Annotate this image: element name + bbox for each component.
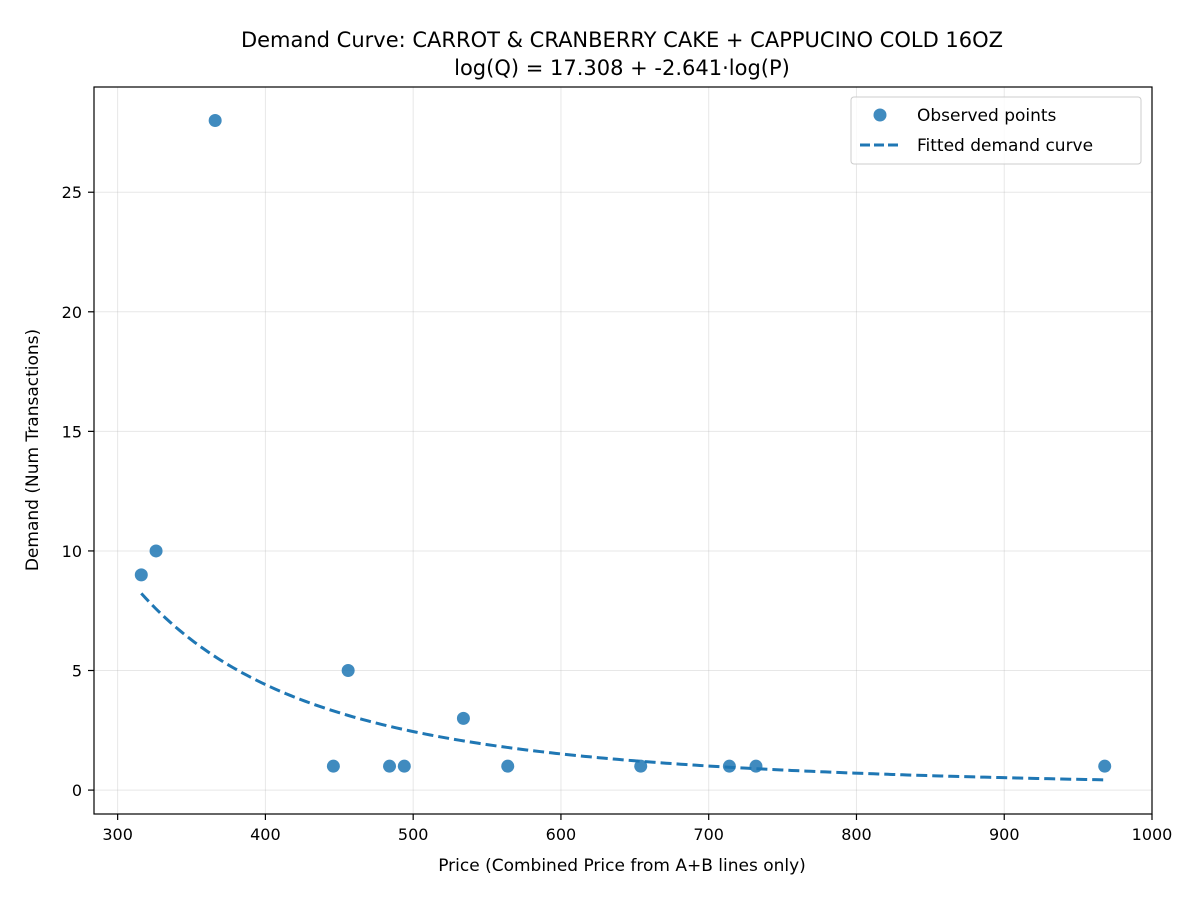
x-tick-label: 400 [250, 825, 281, 844]
legend-label-fitted: Fitted demand curve [917, 136, 1093, 156]
y-tick-label: 25 [62, 183, 82, 202]
x-tick-label: 500 [398, 825, 429, 844]
fitted-demand-curve-line [140, 592, 1105, 782]
x-tick-label: 900 [989, 825, 1020, 844]
x-tick-label: 800 [841, 825, 872, 844]
observed-points-layer [134, 113, 1112, 773]
x-tick-label: 700 [693, 825, 724, 844]
plot-area-frame [93, 86, 1153, 815]
y-tick-label: 20 [62, 303, 82, 322]
observed-point [397, 759, 411, 773]
observed-point [501, 759, 515, 773]
x-tick-label: 300 [102, 825, 133, 844]
y-tick-label: 15 [62, 422, 82, 441]
y-axis-label: Demand (Num Transactions) [23, 329, 43, 571]
y-tick-label: 0 [72, 781, 82, 800]
fitted-curve-layer [140, 592, 1105, 782]
x-axis-ticks: 300 400 500 600 700 800 900 1000 [102, 814, 1172, 844]
legend: Observed points Fitted demand curve [850, 96, 1142, 165]
observed-point [383, 759, 397, 773]
y-tick-label: 10 [62, 542, 82, 561]
legend-label-observed: Observed points [917, 106, 1057, 126]
chart-title: Demand Curve: CARROT & CRANBERRY CAKE + … [241, 28, 1003, 52]
x-axis-label: Price (Combined Price from A+B lines onl… [438, 856, 806, 876]
legend-box [850, 96, 1142, 165]
chart-subtitle: log(Q) = 17.308 + -2.641·log(P) [454, 56, 790, 80]
observed-point [749, 759, 763, 773]
x-tick-label: 1000 [1132, 825, 1173, 844]
observed-point [208, 113, 222, 127]
y-tick-label: 5 [72, 662, 82, 681]
y-axis-ticks: 0 5 10 15 20 25 [62, 183, 94, 800]
observed-point [456, 711, 470, 725]
observed-point [149, 544, 163, 558]
legend-scatter-marker [873, 108, 887, 122]
observed-point [134, 568, 148, 582]
observed-point [722, 759, 736, 773]
observed-point [634, 759, 648, 773]
x-tick-label: 600 [546, 825, 577, 844]
observed-point [341, 664, 355, 678]
observed-point [326, 759, 340, 773]
observed-point [1098, 759, 1112, 773]
